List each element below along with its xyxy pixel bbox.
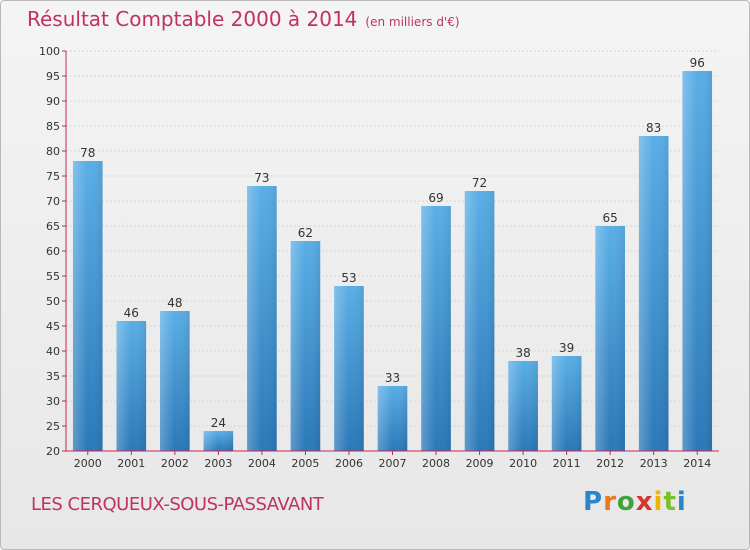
- x-tick-label-2013: 2013: [640, 457, 668, 470]
- y-tick-label: 70: [46, 195, 60, 208]
- proxiti-logo[interactable]: Proxiti: [583, 487, 687, 517]
- y-tick-label: 95: [46, 70, 60, 83]
- y-tick-label: 40: [46, 345, 60, 358]
- chart-title-text: Résultat Comptable 2000 à 2014: [27, 7, 358, 31]
- data-label-2006: 53: [341, 271, 356, 285]
- data-label-2013: 83: [646, 121, 661, 135]
- x-tick-label-2010: 2010: [509, 457, 537, 470]
- bar-shade-2014: [682, 71, 713, 451]
- x-tick-label-2004: 2004: [248, 457, 276, 470]
- data-label-2014: 96: [690, 56, 705, 70]
- bar-shade-2010: [508, 361, 538, 451]
- chart-title: Résultat Comptable 2000 à 2014 (en millie…: [27, 7, 460, 31]
- bar-shade-2009: [464, 191, 495, 451]
- y-tick-label: 80: [46, 145, 60, 158]
- y-tick-label: 50: [46, 295, 60, 308]
- x-tick-label-2001: 2001: [117, 457, 145, 470]
- bar-shade-2013: [638, 136, 669, 451]
- y-tick-label: 20: [46, 445, 60, 458]
- x-tick-label-2006: 2006: [335, 457, 363, 470]
- y-tick-label: 35: [46, 370, 60, 383]
- y-tick-label: 85: [46, 120, 60, 133]
- data-label-2009: 72: [472, 176, 487, 190]
- y-tick-label: 90: [46, 95, 60, 108]
- data-label-2005: 62: [298, 226, 313, 240]
- bar-shade-2007: [377, 386, 408, 451]
- y-tick-label: 55: [46, 270, 60, 283]
- x-tick-label-2008: 2008: [422, 457, 450, 470]
- data-label-2012: 65: [603, 211, 618, 225]
- bar-shade-2006: [334, 286, 364, 451]
- commune-name: LES CERQUEUX-SOUS-PASSAVANT: [31, 494, 324, 515]
- x-tick-label-2009: 2009: [466, 457, 494, 470]
- x-tick-label-2012: 2012: [596, 457, 624, 470]
- data-label-2001: 46: [124, 306, 139, 320]
- data-label-2000: 78: [80, 146, 95, 160]
- bar-shade-2003: [203, 431, 234, 451]
- y-tick-label: 30: [46, 395, 60, 408]
- x-tick-label-2007: 2007: [379, 457, 407, 470]
- y-tick-label: 25: [46, 420, 60, 433]
- data-label-2004: 73: [254, 171, 269, 185]
- data-label-2007: 33: [385, 371, 400, 385]
- y-tick-label: 45: [46, 320, 60, 333]
- bar-shade-2008: [421, 206, 451, 451]
- x-tick-label-2011: 2011: [553, 457, 581, 470]
- bar-shade-2004: [247, 186, 277, 451]
- bar-shade-2001: [116, 321, 147, 451]
- bar-shade-2002: [160, 311, 190, 451]
- y-tick-label: 65: [46, 220, 60, 233]
- x-tick-label-2003: 2003: [204, 457, 232, 470]
- bar-shade-2012: [595, 226, 625, 451]
- y-tick-label: 60: [46, 245, 60, 258]
- y-tick-label: 75: [46, 170, 60, 183]
- data-label-2008: 69: [428, 191, 443, 205]
- bar-shade-2011: [551, 356, 582, 451]
- data-label-2011: 39: [559, 341, 574, 355]
- data-label-2002: 48: [167, 296, 182, 310]
- chart-unit: (en milliers d'€): [365, 15, 460, 29]
- x-tick-label-2002: 2002: [161, 457, 189, 470]
- x-tick-label-2014: 2014: [683, 457, 711, 470]
- y-tick-label: 100: [39, 45, 60, 58]
- data-label-2010: 38: [515, 346, 530, 360]
- bar-shade-2000: [72, 161, 103, 451]
- data-label-2003: 24: [211, 416, 226, 430]
- bar-shade-2005: [290, 241, 321, 451]
- x-tick-label-2000: 2000: [74, 457, 102, 470]
- x-tick-label-2005: 2005: [291, 457, 319, 470]
